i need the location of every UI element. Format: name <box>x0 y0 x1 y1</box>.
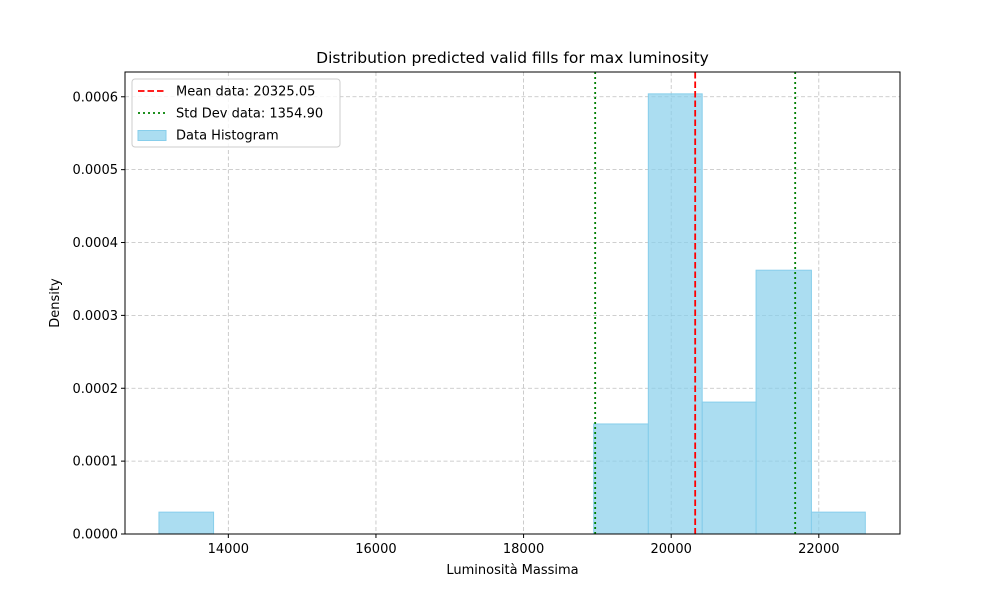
x-tick-label: 20000 <box>651 542 692 557</box>
y-tick-label: 0.0005 <box>73 163 119 178</box>
histogram-bar <box>158 511 215 535</box>
histogram-bar <box>593 423 649 535</box>
x-axis-label: Luminosità Massima <box>446 563 578 578</box>
y-tick-label: 0.0003 <box>73 309 119 324</box>
reference-lines <box>594 72 797 534</box>
y-tick-label: 0.0002 <box>73 382 119 397</box>
histogram-bar <box>647 93 703 535</box>
x-tick-label: 16000 <box>355 542 396 557</box>
y-tick-label: 0.0001 <box>73 455 119 470</box>
x-tick-label: 22000 <box>798 542 839 557</box>
y-tick-label: 0.0000 <box>73 528 119 543</box>
histogram-bar <box>810 511 866 535</box>
y-axis-label: Density <box>48 278 63 328</box>
legend-label: Data Histogram <box>176 129 279 144</box>
x-tick-label: 18000 <box>503 542 544 557</box>
histogram-bar <box>755 269 812 535</box>
legend-box <box>131 78 341 148</box>
x-tick-label: 14000 <box>208 542 249 557</box>
y-tick-label: 0.0004 <box>73 236 119 251</box>
histogram-bars <box>158 93 866 535</box>
plot-area-frame <box>124 71 901 535</box>
chart-title: Distribution predicted valid fills for m… <box>316 49 709 67</box>
x-axis-ticks: 14000 16000 18000 20000 22000 <box>208 534 839 557</box>
histogram-bar <box>701 401 757 535</box>
y-axis-ticks: 0.0000 0.0001 0.0002 0.0003 0.0004 0.0005 0.00… <box>73 90 125 543</box>
legend-label: Mean data: 20325.05 <box>176 85 315 100</box>
y-tick-label: 0.0006 <box>73 90 119 105</box>
legend-swatch-histogram <box>137 130 167 141</box>
legend: Mean data: 20325.05 Std Dev data: 1354.90… <box>131 78 341 148</box>
legend-label: Std Dev data: 1354.90 <box>176 107 323 122</box>
